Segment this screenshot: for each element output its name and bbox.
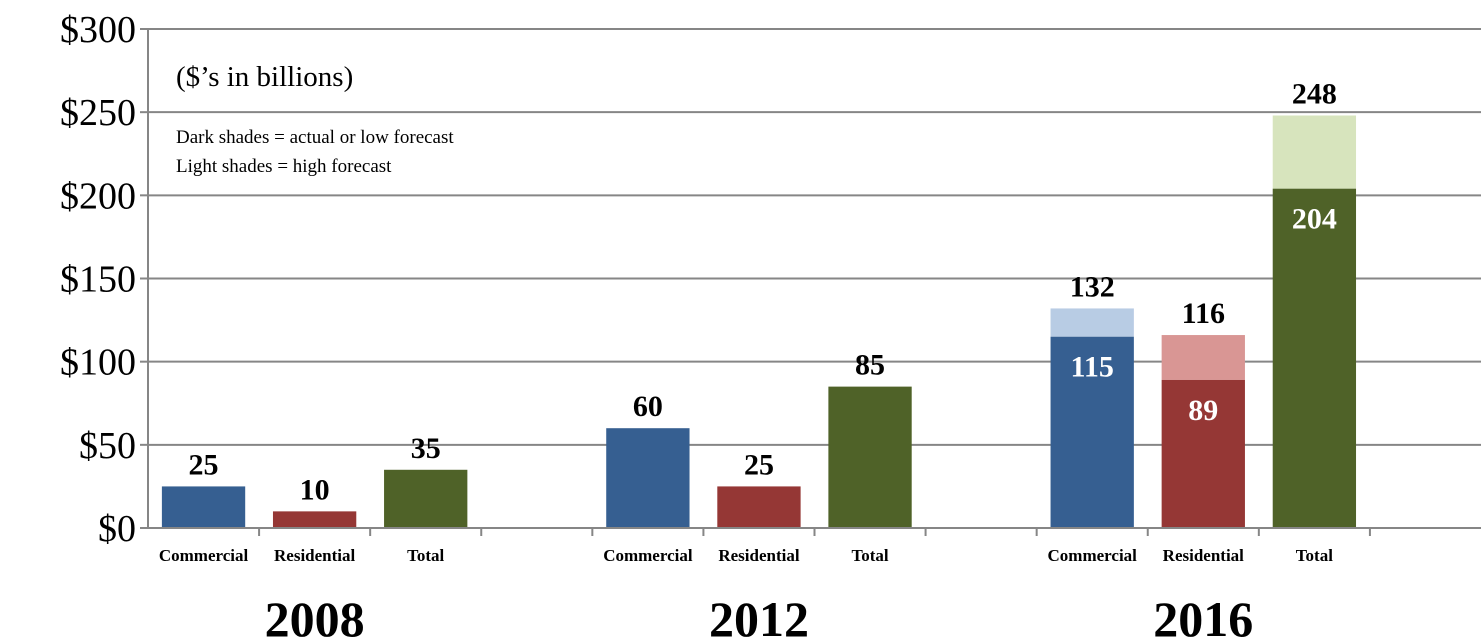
bars [161, 115, 1357, 528]
group-labels: 2008 2012 2016 [265, 591, 1254, 641]
group-label-2016: 2016 [1153, 591, 1253, 641]
bar-2012-commercial [606, 428, 690, 528]
gridlines [148, 28, 1481, 446]
data-label: 85 [855, 349, 885, 382]
data-label: 60 [633, 390, 663, 423]
category-label: Commercial [603, 546, 693, 565]
bar-2016-commercial-high [1050, 308, 1134, 337]
data-label: 35 [411, 432, 441, 465]
y-tick-label: $50 [79, 425, 136, 467]
bar-2008-residential [272, 511, 357, 528]
group-label-2012: 2012 [709, 591, 809, 641]
category-label: Residential [274, 546, 356, 565]
data-label-low: 115 [1071, 351, 1114, 384]
data-label-high: 132 [1070, 270, 1115, 303]
category-label: Residential [1163, 546, 1245, 565]
bar-2008-total [384, 469, 468, 528]
bar-2012-total [828, 386, 912, 528]
bar-2016-total [1272, 188, 1357, 528]
category-label: Commercial [159, 546, 249, 565]
y-tick-label: $100 [60, 342, 136, 384]
axes [147, 29, 1481, 536]
y-axis-ticks: $0 $50 $100 $150 $200 $250 $300 [60, 9, 148, 550]
bar-2016-residential-high [1161, 335, 1245, 380]
group-label-2008: 2008 [265, 591, 365, 641]
legend-note-light: Light shades = high forecast [176, 156, 392, 177]
y-tick-label: $250 [60, 92, 136, 134]
bar-2008-commercial [161, 486, 246, 528]
y-tick-label: $150 [60, 259, 136, 301]
unit-note: ($’s in billions) [176, 61, 353, 93]
category-labels: Commercial Residential Total Commercial Resi… [159, 546, 1333, 565]
data-label: 25 [744, 448, 774, 481]
data-label: 10 [300, 473, 330, 506]
data-label-high: 116 [1182, 297, 1225, 330]
bar-2012-residential [717, 486, 801, 528]
bar-2016-commercial [1050, 336, 1134, 528]
category-label: Residential [718, 546, 800, 565]
bar-2016-total-high [1272, 115, 1357, 189]
data-label: 25 [189, 448, 219, 481]
y-tick-label: $0 [98, 508, 136, 550]
category-label: Commercial [1048, 546, 1138, 565]
data-label-low: 204 [1292, 203, 1337, 236]
legend-note-dark: Dark shades = actual or low forecast [176, 127, 454, 148]
data-label-low: 89 [1188, 394, 1218, 427]
category-label: Total [1296, 546, 1333, 565]
data-labels: 25 10 35 60 25 85 132 115 116 89 248 204 [189, 77, 1337, 506]
y-tick-label: $300 [60, 9, 136, 51]
category-label: Total [407, 546, 444, 565]
y-tick-label: $200 [60, 175, 136, 217]
data-label-high: 248 [1292, 77, 1337, 110]
category-label: Total [851, 546, 888, 565]
bar-2016-residential [1161, 379, 1245, 528]
